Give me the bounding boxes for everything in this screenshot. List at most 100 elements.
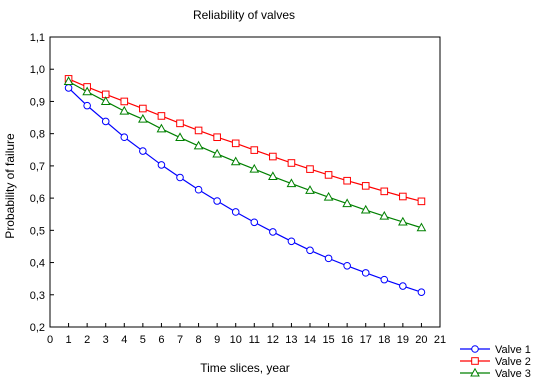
data-point-triangle (249, 163, 260, 173)
data-point-circle (231, 208, 240, 216)
x-tick-label: 5 (140, 334, 146, 346)
x-tick-label: 11 (249, 334, 260, 346)
data-point-circle (306, 246, 314, 255)
x-tick-label: 13 (285, 334, 297, 346)
x-axis: 0 1 2 3 4 5 6 7 8 9 10 11 12 13 14 15 16 17 18 19 20 21 (47, 323, 446, 346)
x-tick-label: 1 (66, 334, 72, 346)
y-tick-label: 0,4 (30, 258, 45, 270)
data-point-circle (343, 261, 351, 270)
data-point-triangle (230, 156, 241, 166)
legend-label: Valve 3 (495, 368, 531, 378)
data-point-square (176, 119, 184, 128)
x-tick-label: 19 (397, 334, 409, 346)
data-point-circle (324, 254, 333, 263)
data-point-triangle (63, 76, 74, 85)
data-point-triangle (305, 185, 315, 194)
data-point-square (287, 159, 296, 167)
legend-item: Valve 2 (460, 356, 531, 368)
y-tick-label: 0,2 (30, 322, 45, 334)
data-point-triangle (156, 123, 167, 133)
data-point-circle (139, 147, 147, 155)
data-point-triangle (416, 222, 427, 232)
x-tick-label: 7 (177, 334, 183, 346)
data-point-circle (250, 218, 259, 227)
data-point-square (471, 357, 479, 365)
data-point-triangle (138, 113, 148, 123)
data-point-triangle (82, 86, 92, 96)
legend-item: Valve 1 (460, 344, 531, 356)
x-tick-label: 17 (360, 334, 372, 346)
data-point-triangle (268, 171, 278, 181)
data-point-circle (176, 173, 184, 182)
data-point-circle (287, 237, 296, 246)
x-tick-label: 18 (378, 334, 390, 346)
y-tick-label: 1,1 (30, 32, 45, 44)
legend-label: Valve 1 (495, 344, 531, 356)
x-tick-label: 4 (121, 334, 127, 346)
series-line (68, 87, 422, 293)
data-point-square (324, 171, 333, 179)
data-point-triangle (323, 191, 334, 201)
data-point-square (250, 146, 259, 154)
chart-title: Reliability of valves (193, 8, 295, 22)
data-point-square (343, 176, 351, 185)
legend-label: Valve 2 (495, 356, 531, 368)
data-point-circle (83, 101, 91, 110)
data-point-circle (157, 161, 166, 169)
series-group (63, 75, 427, 297)
data-point-circle (361, 269, 370, 277)
data-point-triangle (342, 198, 352, 208)
x-tick-label: 3 (103, 334, 109, 346)
data-point-circle (213, 197, 221, 205)
y-tick-label: 0,9 (30, 96, 45, 108)
data-point-square (269, 152, 277, 161)
legend-item: Valve 3 (460, 367, 531, 378)
data-point-circle (380, 275, 389, 284)
x-tick-label: 2 (84, 334, 90, 346)
data-point-triangle (286, 178, 297, 188)
data-point-circle (399, 282, 407, 290)
data-point-square (120, 97, 129, 106)
x-tick-label: 21 (434, 334, 446, 346)
data-point-square (194, 126, 203, 135)
data-point-triangle (193, 140, 204, 150)
data-point-circle (417, 288, 426, 297)
y-tick-label: 0,3 (30, 290, 45, 302)
data-point-circle (471, 345, 479, 353)
y-tick-label: 0,7 (30, 161, 45, 173)
data-point-square (399, 192, 407, 201)
x-tick-label: 15 (322, 334, 334, 346)
data-point-triangle (360, 204, 371, 214)
data-point-square (361, 182, 370, 190)
data-point-triangle (100, 96, 111, 105)
data-point-circle (194, 185, 203, 194)
x-tick-label: 6 (158, 334, 164, 346)
data-point-triangle (175, 132, 185, 142)
y-tick-label: 0,5 (30, 225, 45, 237)
x-tick-label: 20 (415, 334, 427, 346)
x-tick-label: 14 (304, 334, 316, 346)
series-valve-2 (64, 75, 426, 206)
x-tick-label: 16 (341, 334, 353, 346)
y-axis-title: Probability of failure (3, 133, 17, 239)
x-tick-label: 9 (214, 334, 220, 346)
data-point-triangle (212, 148, 222, 158)
x-tick-label: 0 (47, 334, 53, 346)
plot-frame (49, 36, 441, 328)
y-tick-label: 1,0 (30, 64, 45, 76)
data-point-square (417, 197, 426, 206)
y-axis: 0,2 0,3 0,4 0,5 0,6 0,7 0,8 0,9 1,0 1,1 (30, 32, 54, 334)
data-point-square (157, 112, 166, 120)
data-point-square (213, 133, 221, 142)
y-tick-label: 0,8 (30, 129, 45, 141)
data-point-square (380, 187, 389, 196)
x-tick-label: 10 (230, 334, 242, 346)
data-point-square (139, 104, 147, 113)
data-point-triangle (398, 216, 408, 226)
data-point-circle (269, 228, 277, 236)
data-point-square (306, 165, 314, 173)
data-point-triangle (119, 105, 130, 115)
data-point-circle (64, 84, 73, 92)
